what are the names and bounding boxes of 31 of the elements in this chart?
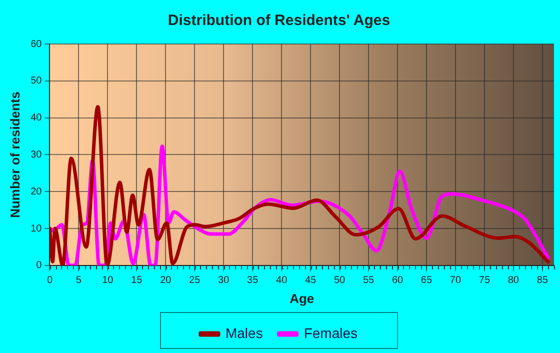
y-axis-title: Number of residents — [7, 91, 22, 218]
x-tick-label: 75 — [478, 275, 490, 286]
x-tick-label: 50 — [334, 275, 346, 286]
x-tick-label: 30 — [218, 275, 230, 286]
legend-label: Males — [225, 324, 263, 341]
y-tick-label: 0 — [36, 260, 42, 272]
x-tick-label: 0 — [46, 275, 53, 286]
x-tick-label: 65 — [420, 275, 432, 286]
legend-label: Females — [304, 324, 358, 341]
x-axis-title: Age — [290, 290, 314, 306]
y-tick-label: 20 — [30, 186, 42, 198]
x-tick-label: 35 — [247, 275, 259, 286]
x-tick-label: 70 — [450, 275, 462, 286]
x-tick-label: 20 — [160, 275, 172, 286]
x-tick-label: 40 — [276, 275, 288, 286]
x-tick-label: 10 — [102, 275, 114, 286]
chart-title: Distribution of Residents' Ages — [168, 12, 390, 30]
x-tick-label: 80 — [508, 275, 520, 286]
y-tick-label: 60 — [30, 38, 42, 50]
y-tick-label: 30 — [30, 149, 42, 160]
x-tick-label: 15 — [131, 275, 143, 286]
x-tick-label: 25 — [189, 275, 201, 286]
y-tick-label: 10 — [30, 223, 42, 234]
y-tick-label: 50 — [30, 76, 42, 87]
x-tick-label: 85 — [536, 275, 548, 286]
x-tick-label: 45 — [304, 275, 317, 286]
x-tick-label: 55 — [362, 275, 375, 286]
y-tick-label: 40 — [30, 112, 42, 124]
x-tick-label: 60 — [392, 275, 404, 286]
x-tick-label: 5 — [76, 275, 82, 286]
line-series — [50, 104, 550, 266]
